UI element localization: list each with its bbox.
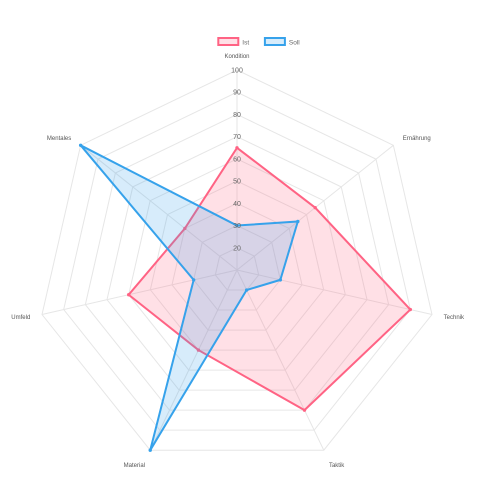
data-point-soll-0 xyxy=(235,223,239,228)
legend-label-ist[interactable]: Ist xyxy=(242,40,249,47)
grid-ring xyxy=(41,69,433,451)
legend: Ist Soll xyxy=(217,37,300,47)
legend-swatch-soll[interactable] xyxy=(263,37,286,46)
grid-layer xyxy=(41,69,433,451)
tick-label: 70 xyxy=(233,134,241,141)
tick-label: 50 xyxy=(233,179,241,186)
tick-label: 30 xyxy=(233,223,241,230)
data-point-ist-6 xyxy=(183,226,187,231)
axis-spoke xyxy=(149,269,238,451)
axis-label-4: Material xyxy=(124,463,145,469)
tick-label: 80 xyxy=(233,112,241,119)
tick-label: 20 xyxy=(233,245,241,252)
axis-spoke xyxy=(41,269,238,315)
legend-swatch-ist[interactable] xyxy=(217,37,240,46)
grid-ring xyxy=(106,136,368,391)
grid-ring xyxy=(128,158,346,371)
data-point-soll-5 xyxy=(191,278,196,282)
axis-label-3: Taktik xyxy=(329,463,345,469)
tick-label: 90 xyxy=(233,90,241,97)
axis-label-5: Umfeld xyxy=(11,315,30,321)
data-point-soll-2 xyxy=(278,278,283,282)
grid-ring xyxy=(84,113,390,411)
legend-label-soll[interactable]: Soll xyxy=(289,40,300,47)
data-point-soll-6 xyxy=(78,143,83,148)
grid-ring xyxy=(193,225,281,311)
data-point-ist-1 xyxy=(313,205,317,210)
axis-spoke xyxy=(80,144,238,271)
grid-ring xyxy=(149,180,325,351)
axis-spoke xyxy=(236,269,325,451)
data-point-ist-0 xyxy=(235,146,239,150)
tick-label: 60 xyxy=(233,156,241,163)
data-point-ist-5 xyxy=(126,293,131,297)
data-point-soll-3 xyxy=(244,288,249,292)
series-area-ist xyxy=(127,146,412,412)
axis-label-0: Kondition xyxy=(224,54,249,60)
data-point-ist-3 xyxy=(302,408,307,412)
axis-spoke xyxy=(236,269,433,315)
axis-label-2: Technik xyxy=(444,315,465,321)
axis-label-1: Ernährung xyxy=(403,136,431,142)
data-point-soll-1 xyxy=(296,219,300,224)
axis-label-6: Mentales xyxy=(47,136,71,142)
data-point-soll-4 xyxy=(148,448,152,452)
tick-label: 40 xyxy=(233,201,241,208)
series-layer xyxy=(78,143,413,452)
data-point-ist-4 xyxy=(196,348,201,352)
grid-ring xyxy=(171,202,303,331)
data-point-ist-2 xyxy=(408,307,413,312)
grid-ring xyxy=(214,247,260,291)
tick-layer: 20 30 40 50 60 70 80 90 100 xyxy=(231,68,243,253)
grid-ring xyxy=(63,91,411,431)
tick-label: 100 xyxy=(231,68,243,75)
series-area-soll xyxy=(79,144,300,451)
axis-label-layer: Kondition Ernährung Technik Taktik Material U… xyxy=(11,54,465,469)
